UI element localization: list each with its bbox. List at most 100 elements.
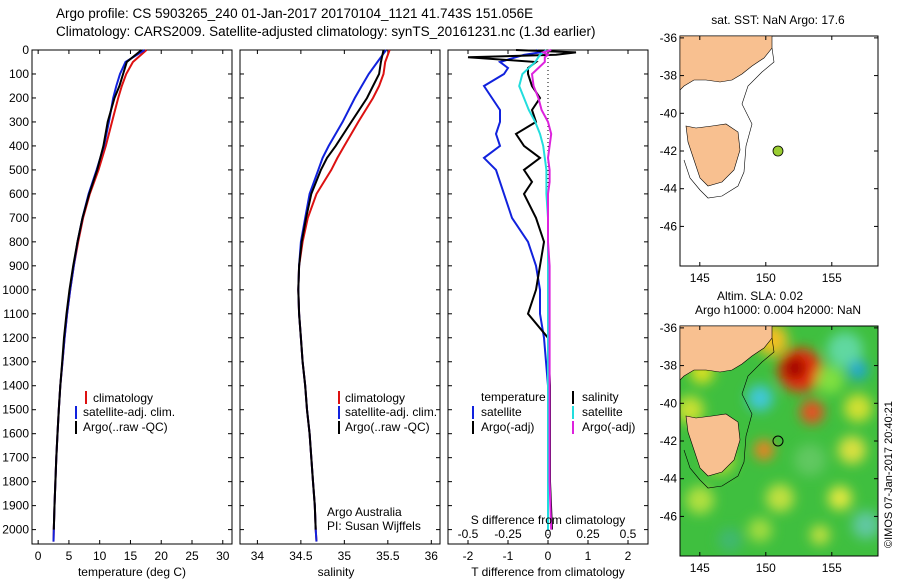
sla-map-shelf-contour	[683, 337, 775, 489]
sst-map-lon-ticks: 145 150 155	[690, 36, 842, 285]
d-s-tick-label: 0.25	[576, 527, 600, 541]
depth-tick-label: 1100	[3, 307, 29, 321]
salinity-legend-argo: Argo(..raw -QC)	[345, 420, 430, 434]
difference-panel: -2 -1 0 1 2 -0.5 -0.25 0 0.25 0.5 S difference f…	[447, 49, 649, 579]
difference-top-label: S difference from climatology	[471, 513, 626, 527]
t-x-tick-label: 0	[35, 549, 42, 563]
difference-legend-t-argo: Argo(-adj)	[481, 420, 534, 434]
d-s-tick-label: -0.25	[494, 527, 522, 541]
depth-tick-label: 700	[9, 211, 29, 225]
map-lat-label: -40	[660, 396, 678, 410]
depth-tick-label: 1600	[2, 427, 29, 441]
figure-title-line2: Climatology: CARS2009. Satellite-adjuste…	[56, 24, 596, 39]
sst-map-shelf-contour	[683, 47, 775, 199]
depth-tick-label: 900	[9, 259, 29, 273]
t-x-tick-label: 10	[93, 549, 107, 563]
map-lat-label: -36	[660, 31, 678, 45]
difference-lines	[467, 49, 577, 530]
s-series-argo-raw-qc-	[297, 49, 385, 530]
d-x-tick-label: -1	[503, 549, 514, 563]
salinity-lines	[297, 49, 391, 542]
depth-tick-label: 200	[9, 91, 29, 105]
t-x-tick-label: 15	[124, 549, 138, 563]
temperature-legend-climatology: climatology	[93, 391, 153, 405]
sst-map: sat. SST: NaN Argo: 17.6 -36 -38 -40 -42 -44…	[660, 13, 879, 285]
difference-legend-s-satellite: satellite	[582, 405, 623, 419]
sst-map-argo-marker	[772, 145, 784, 157]
map-lat-label: -44	[660, 182, 678, 196]
salinity-panel: 34 34.5 35 35.5 36 salinity climatology sate…	[239, 49, 441, 579]
salinity-plot-frame	[239, 49, 441, 545]
difference-legend-s-argo: Argo(-adj)	[582, 420, 635, 434]
difference-legend-t-satellite: satellite	[481, 405, 522, 419]
sla-map: Altim. SLA: 0.02 Argo h1000: 0.004 h2000…	[660, 289, 895, 575]
temperature-x-ticks: 0 5 10 15 20 25 30	[35, 50, 230, 563]
map-lat-label: -38	[660, 69, 678, 83]
sla-map-lon-ticks: 145 150 155	[690, 326, 842, 575]
map-credit: ©IMOS 07-Jan-2017 20:40:21	[883, 401, 895, 548]
map-lon-label: 150	[756, 561, 776, 575]
s-x-tick-label: 36	[425, 549, 439, 563]
depth-tick-label: 1500	[2, 403, 29, 417]
d-series-salinity-satellite	[518, 49, 549, 530]
sst-map-title: sat. SST: NaN Argo: 17.6	[711, 13, 845, 27]
salinity-legend: climatology satellite-adj. clim. Argo(..…	[338, 391, 437, 434]
d-x-tick-label: -2	[463, 549, 474, 563]
sla-map-lat-ticks: -36 -38 -40 -42 -44 -46	[660, 321, 878, 523]
temperature-xlabel: temperature (deg C)	[78, 565, 186, 579]
depth-tick-label: 2000	[2, 523, 29, 537]
s-x-tick-label: 34.5	[289, 549, 313, 563]
difference-legend-temperature-title: temperature	[481, 390, 546, 404]
depth-tick-label: 500	[9, 163, 29, 177]
figure-title-line1: Argo profile: CS 5903265_240 01-Jan-2017…	[56, 6, 534, 21]
t-x-tick-label: 25	[185, 549, 199, 563]
map-lon-label: 145	[690, 271, 710, 285]
d-s-tick-label: 0.5	[620, 527, 637, 541]
s-x-tick-label: 35	[338, 549, 352, 563]
depth-tick-label: 1700	[2, 451, 29, 465]
d-series-salinity-argo-adj-	[530, 49, 553, 530]
depth-tick-label: 1900	[2, 499, 29, 513]
d-x-tick-label: 1	[585, 549, 592, 563]
sla-map-tasmania	[685, 413, 741, 477]
depth-tick-label: 1800	[2, 475, 29, 489]
depth-tick-label: 100	[9, 67, 29, 81]
depth-tick-label: 300	[9, 115, 29, 129]
depth-tick-label: 400	[9, 139, 29, 153]
temperature-legend-satellite: satellite-adj. clim.	[83, 405, 175, 419]
d-x-tick-label: 2	[625, 549, 632, 563]
depth-tick-label: 1000	[2, 283, 29, 297]
t-x-tick-label: 20	[155, 549, 169, 563]
d-x-tick-label: 0	[545, 549, 552, 563]
sla-map-argo-marker	[772, 435, 784, 447]
map-lat-label: -46	[660, 219, 678, 233]
depth-tick-label: 1200	[2, 331, 29, 345]
salinity-legend-satellite: satellite-adj. clim.	[345, 405, 437, 419]
difference-legend-salinity-title: salinity	[582, 390, 619, 404]
depth-tick-label: 1400	[2, 379, 29, 393]
map-lon-label: 155	[822, 561, 842, 575]
temperature-legend: climatology satellite-adj. clim. Argo(..…	[75, 391, 175, 434]
salinity-note-line2: PI: Susan Wijffels	[327, 519, 421, 533]
salinity-xlabel: salinity	[318, 565, 355, 579]
depth-tick-label: 800	[9, 235, 29, 249]
map-lat-label: -44	[660, 472, 678, 486]
salinity-depth-ticks	[240, 49, 440, 531]
difference-salinity-ticks: -0.5 -0.25 0 0.25 0.5	[458, 527, 637, 541]
map-lat-label: -46	[660, 509, 678, 523]
d-s-tick-label: -0.5	[458, 527, 479, 541]
s-x-tick-label: 35.5	[376, 549, 400, 563]
t-series-argo-raw-qc-	[52, 49, 143, 530]
map-lat-label: -38	[660, 359, 678, 373]
d-s-tick-label: 0	[545, 527, 552, 541]
difference-xlabel: T difference from climatology	[471, 565, 625, 579]
depth-tick-label: 1300	[2, 355, 29, 369]
map-lat-label: -40	[660, 106, 678, 120]
map-lat-label: -42	[660, 434, 678, 448]
depth-tick-label: 0	[22, 43, 29, 57]
temperature-panel: 0100200300400500600700800900100011001200…	[2, 43, 233, 579]
temperature-depth-ticks: 0 100 200 300 400 500 600 700 800 900 1000 1100 1200…	[2, 43, 232, 537]
map-lon-label: 155	[822, 271, 842, 285]
map-lat-label: -36	[660, 321, 678, 335]
